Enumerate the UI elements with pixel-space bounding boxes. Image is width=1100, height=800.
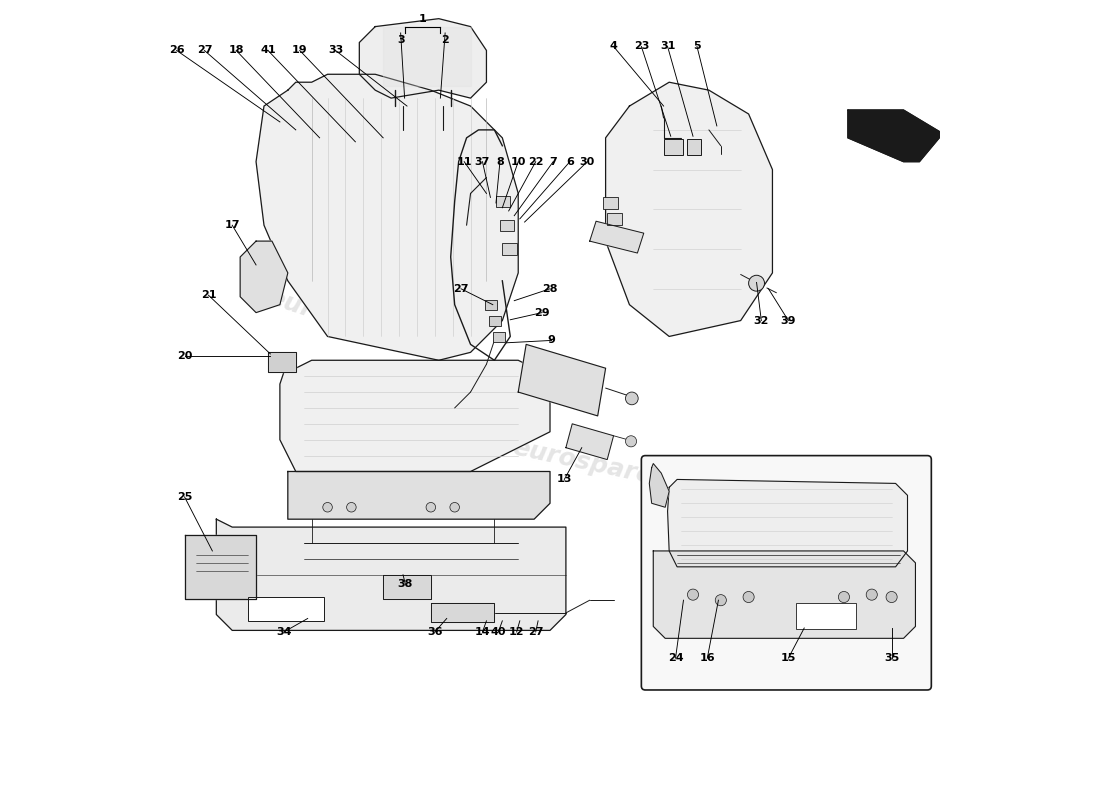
- Text: eurospares: eurospares: [264, 285, 422, 356]
- FancyBboxPatch shape: [796, 603, 856, 629]
- FancyBboxPatch shape: [607, 214, 621, 226]
- Polygon shape: [590, 222, 644, 253]
- Text: 26: 26: [168, 46, 185, 55]
- Polygon shape: [360, 18, 486, 98]
- Text: 17: 17: [224, 220, 240, 230]
- Text: 23: 23: [634, 42, 649, 51]
- FancyBboxPatch shape: [499, 220, 515, 230]
- Polygon shape: [518, 344, 606, 416]
- Text: 6: 6: [565, 157, 574, 166]
- FancyBboxPatch shape: [503, 243, 517, 254]
- Polygon shape: [383, 26, 471, 86]
- Polygon shape: [668, 479, 907, 567]
- Text: 27: 27: [197, 46, 212, 55]
- FancyBboxPatch shape: [663, 139, 683, 155]
- Polygon shape: [653, 551, 915, 638]
- Polygon shape: [649, 463, 669, 507]
- Text: 13: 13: [557, 474, 572, 485]
- FancyBboxPatch shape: [686, 139, 701, 155]
- Text: 11: 11: [456, 157, 472, 166]
- Polygon shape: [185, 535, 256, 598]
- Text: 2: 2: [441, 35, 449, 45]
- Circle shape: [866, 589, 878, 600]
- Circle shape: [426, 502, 436, 512]
- Text: 3: 3: [397, 35, 405, 45]
- Text: 27: 27: [453, 284, 469, 294]
- Circle shape: [744, 591, 755, 602]
- Text: 41: 41: [261, 46, 276, 55]
- Text: 32: 32: [754, 315, 769, 326]
- Text: 36: 36: [427, 627, 442, 637]
- Polygon shape: [431, 602, 494, 622]
- Polygon shape: [288, 471, 550, 519]
- Text: 28: 28: [542, 284, 558, 294]
- Text: 19: 19: [292, 46, 308, 55]
- Text: eurospares: eurospares: [279, 550, 439, 600]
- Text: 25: 25: [177, 492, 192, 502]
- Circle shape: [887, 591, 898, 602]
- Circle shape: [450, 502, 460, 512]
- Circle shape: [626, 392, 638, 405]
- Polygon shape: [268, 352, 296, 372]
- Text: 29: 29: [535, 308, 550, 318]
- Text: 8: 8: [496, 157, 504, 166]
- FancyBboxPatch shape: [249, 597, 323, 621]
- Text: 21: 21: [200, 290, 216, 300]
- Polygon shape: [383, 574, 431, 598]
- FancyBboxPatch shape: [641, 456, 932, 690]
- FancyBboxPatch shape: [485, 300, 497, 310]
- Text: 7: 7: [549, 157, 557, 166]
- Text: 30: 30: [580, 157, 595, 166]
- Text: 4: 4: [609, 42, 617, 51]
- Text: 12: 12: [509, 627, 525, 637]
- Text: 18: 18: [229, 46, 244, 55]
- Circle shape: [838, 591, 849, 602]
- Text: 34: 34: [276, 627, 292, 637]
- FancyBboxPatch shape: [488, 316, 501, 326]
- Text: 10: 10: [510, 157, 526, 166]
- Text: 5: 5: [693, 42, 701, 51]
- FancyBboxPatch shape: [496, 196, 510, 207]
- Circle shape: [346, 502, 356, 512]
- Text: 9: 9: [548, 335, 556, 346]
- Circle shape: [688, 589, 698, 600]
- Text: 37: 37: [475, 157, 491, 166]
- Circle shape: [322, 502, 332, 512]
- Text: 20: 20: [177, 351, 192, 362]
- FancyBboxPatch shape: [603, 198, 617, 210]
- Polygon shape: [256, 74, 518, 360]
- Text: 16: 16: [700, 653, 715, 663]
- Text: 40: 40: [491, 627, 506, 637]
- Circle shape: [626, 436, 637, 447]
- Circle shape: [715, 594, 726, 606]
- Text: 38: 38: [398, 579, 414, 590]
- Text: 1: 1: [419, 14, 427, 24]
- Text: eurospares: eurospares: [510, 435, 670, 492]
- Polygon shape: [565, 424, 614, 459]
- Text: 27: 27: [528, 627, 543, 637]
- Text: 31: 31: [660, 42, 675, 51]
- Polygon shape: [848, 110, 939, 162]
- Text: 24: 24: [668, 653, 683, 663]
- Polygon shape: [217, 519, 565, 630]
- FancyBboxPatch shape: [493, 332, 505, 342]
- Text: 15: 15: [781, 653, 796, 663]
- Text: 33: 33: [328, 46, 343, 55]
- Circle shape: [749, 275, 764, 291]
- Text: 14: 14: [475, 627, 491, 637]
- Text: 35: 35: [884, 653, 899, 663]
- Text: 22: 22: [528, 157, 543, 166]
- Polygon shape: [279, 360, 550, 471]
- Polygon shape: [606, 82, 772, 337]
- Polygon shape: [240, 241, 288, 313]
- Text: 39: 39: [781, 315, 796, 326]
